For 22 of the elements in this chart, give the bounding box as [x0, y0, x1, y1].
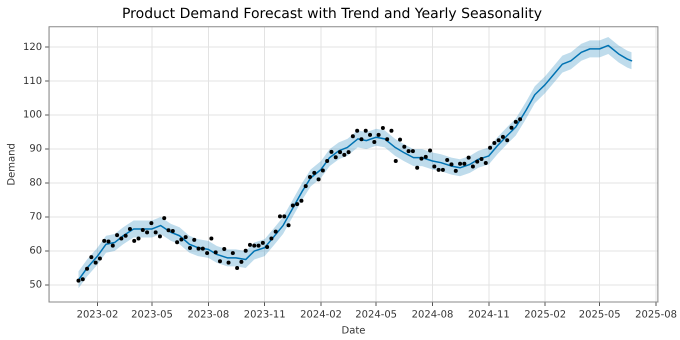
x-tick-label: 2025-02: [524, 310, 566, 321]
chart-title: Product Demand Forecast with Trend and Yearly Seasonality: [122, 6, 542, 22]
y-tick-label: 120: [22, 42, 42, 53]
x-tick-label: 2023-02: [76, 310, 118, 321]
x-tick-label: 2025-05: [578, 310, 621, 321]
y-tick-label: 70: [29, 212, 42, 223]
y-axis-title: Demand: [6, 143, 18, 186]
x-tick-label: 2024-02: [300, 310, 342, 321]
y-tick-label: 110: [22, 76, 42, 87]
y-tick-label: 80: [29, 178, 42, 189]
y-tick-label: 100: [22, 110, 42, 121]
x-tick-label: 2024-11: [468, 310, 510, 321]
x-tick-label: 2023-05: [131, 310, 173, 321]
y-tick-label: 90: [29, 144, 42, 155]
x-tick-label: 2023-11: [244, 310, 286, 321]
x-tick-label: 2025-08: [635, 310, 677, 321]
y-tick-label: 60: [29, 246, 42, 257]
x-tick-label: 2024-08: [412, 310, 454, 321]
y-tick-label: 50: [29, 280, 42, 291]
x-tick-label: 2024-05: [355, 310, 398, 321]
x-axis-title: Date: [342, 326, 366, 337]
x-tick-label: 2023-08: [187, 310, 230, 321]
